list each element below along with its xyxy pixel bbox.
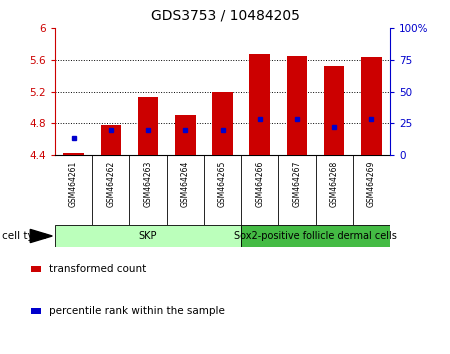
- Text: GSM464265: GSM464265: [218, 161, 227, 207]
- Text: SKP: SKP: [139, 231, 158, 241]
- Bar: [241, 225, 390, 247]
- Bar: [63, 153, 84, 155]
- Text: percentile rank within the sample: percentile rank within the sample: [49, 306, 225, 316]
- Polygon shape: [30, 229, 52, 242]
- Text: Sox2-positive follicle dermal cells: Sox2-positive follicle dermal cells: [234, 231, 397, 241]
- Text: transformed count: transformed count: [49, 264, 146, 274]
- Bar: [287, 56, 307, 155]
- Bar: [175, 115, 195, 155]
- Bar: [212, 91, 233, 155]
- Text: GSM464263: GSM464263: [144, 161, 153, 207]
- Bar: [361, 57, 382, 155]
- Text: GSM464267: GSM464267: [292, 161, 302, 207]
- Bar: [55, 225, 241, 247]
- Text: GSM464266: GSM464266: [255, 161, 264, 207]
- Text: GSM464262: GSM464262: [106, 161, 115, 207]
- Bar: [324, 66, 344, 155]
- Bar: [31, 308, 40, 314]
- Text: GSM464269: GSM464269: [367, 161, 376, 207]
- Bar: [138, 97, 158, 155]
- Text: GSM464268: GSM464268: [330, 161, 339, 207]
- Text: cell type: cell type: [2, 231, 47, 241]
- Text: GSM464261: GSM464261: [69, 161, 78, 207]
- Text: GSM464264: GSM464264: [181, 161, 190, 207]
- Bar: [31, 266, 40, 272]
- Bar: [101, 125, 121, 155]
- Bar: [249, 54, 270, 155]
- Text: GDS3753 / 10484205: GDS3753 / 10484205: [151, 9, 299, 23]
